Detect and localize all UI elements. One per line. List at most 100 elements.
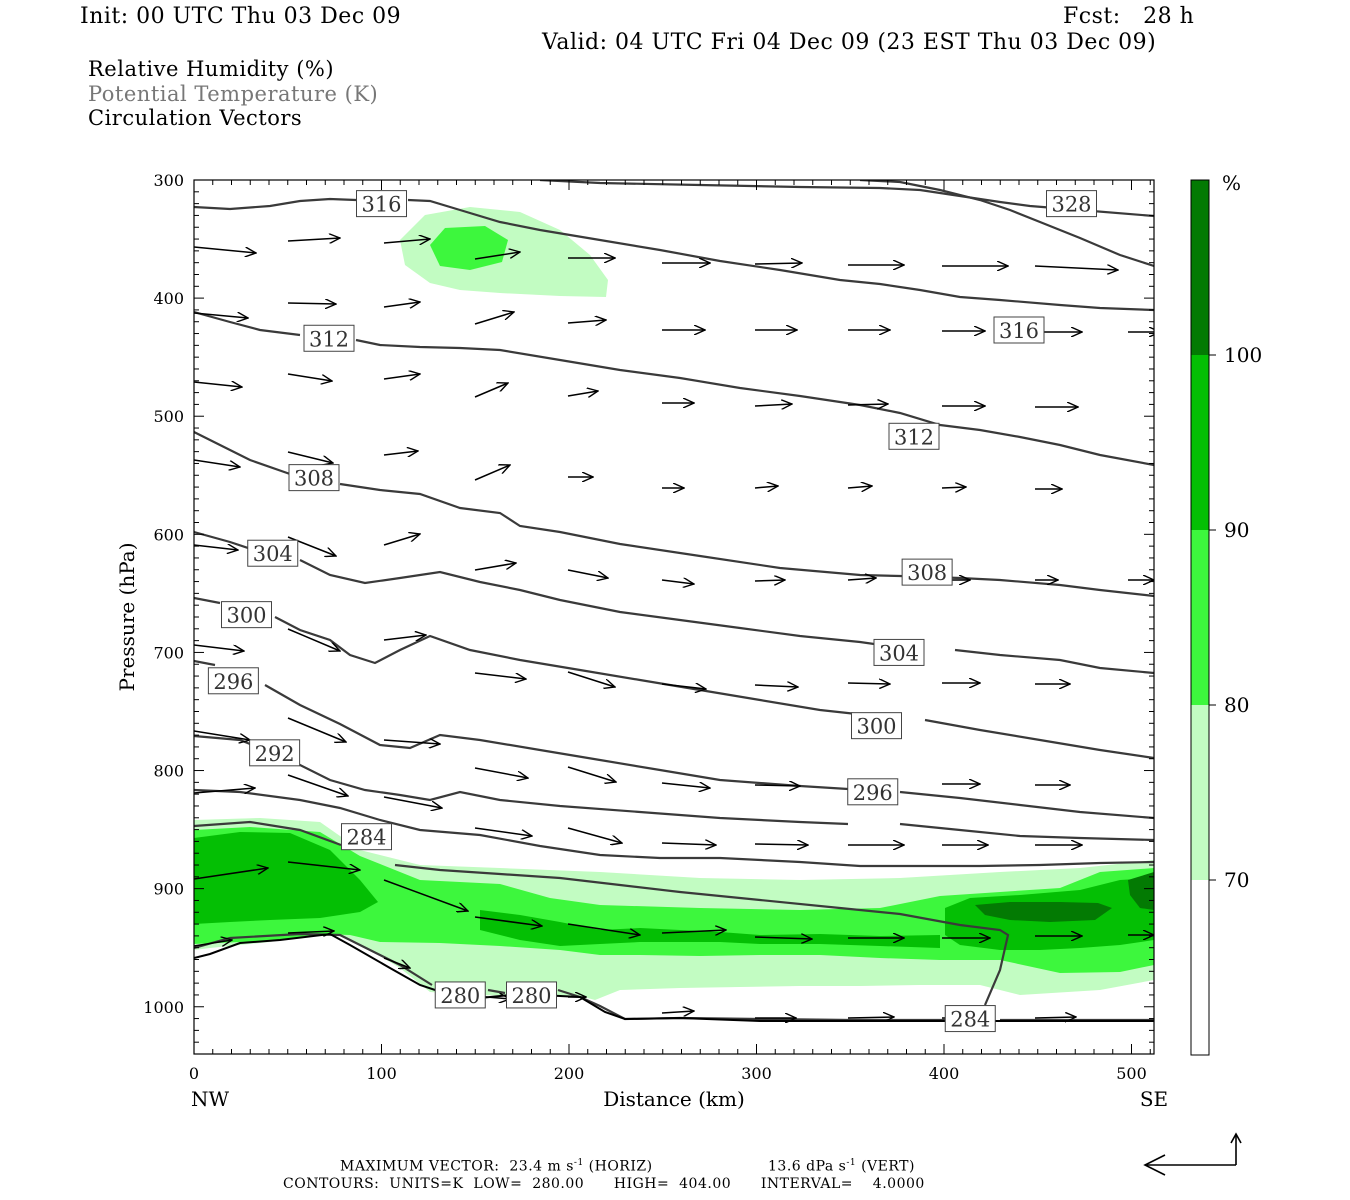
vector-arrow <box>383 879 468 911</box>
footer-vert-vector: 13.6 dPa s-1 (VERT) <box>768 1158 915 1175</box>
y-tick-label: 400 <box>153 289 184 308</box>
vector-arrow <box>474 563 516 571</box>
contour-label: 312 <box>309 327 349 351</box>
vector-arrow <box>754 844 808 845</box>
contour-label: 308 <box>907 561 947 585</box>
colorbar-band-70 <box>1191 705 1209 880</box>
contour-label: 308 <box>294 467 334 491</box>
contour-line <box>194 596 1154 760</box>
axis-ticks: 300 400 500 600 700 800 900 1000 0 100 200 300 400 50… <box>143 171 1154 1083</box>
x-axis-left-end-label: NW <box>191 1087 230 1111</box>
vector-arrow <box>567 671 615 687</box>
vector-arrow <box>194 868 268 880</box>
vector-arrow <box>383 302 420 307</box>
vector-arrow <box>754 263 802 264</box>
rh-90-mid-region <box>480 910 940 948</box>
contour-label: 312 <box>894 425 934 449</box>
vector-arrow <box>754 486 778 488</box>
vector-arrow <box>847 486 872 488</box>
contour-label: 300 <box>856 715 896 739</box>
contour-line <box>194 431 1154 598</box>
vector-arrow <box>661 684 706 689</box>
contour-label: 300 <box>226 604 266 628</box>
vector-arrow <box>287 373 332 381</box>
vector-arrow <box>287 774 348 796</box>
vert-value-text: 13.6 dPa s <box>768 1158 847 1175</box>
y-tick-label: 800 <box>153 762 184 781</box>
contour-label: 280 <box>440 984 480 1008</box>
vector-arrow <box>383 635 426 640</box>
valid-time: Valid: 04 UTC Fri 04 Dec 09 (23 EST Thu … <box>542 30 1157 55</box>
vector-arrow <box>754 785 800 786</box>
vector-arrow <box>194 730 250 740</box>
vector-arrow <box>287 931 334 933</box>
vector-arrow <box>474 252 520 260</box>
contour-line <box>194 310 1154 467</box>
vector-arrow <box>847 1017 894 1018</box>
y-tick-label: 1000 <box>143 998 184 1017</box>
contour-label-box <box>847 778 899 806</box>
contour-line <box>194 197 1154 312</box>
y-axis-title: Pressure (hPa) <box>115 543 139 692</box>
vector-arrow <box>194 313 248 318</box>
y-tick-label: 600 <box>153 525 184 544</box>
vector-arrow <box>754 685 798 687</box>
vector-arrow <box>383 796 442 808</box>
contour-line <box>194 659 1154 820</box>
vector-arrow <box>754 404 792 406</box>
vert-text: (VERT) <box>856 1158 915 1175</box>
vector-arrow <box>474 383 508 398</box>
contour-label-box <box>851 712 902 740</box>
contour-label: 284 <box>346 826 386 850</box>
contour-label: 296 <box>853 781 893 805</box>
vector-arrow <box>754 580 785 581</box>
vector-arrow <box>847 683 890 684</box>
vector-arrow <box>287 717 346 742</box>
reference-vector <box>1143 1132 1242 1176</box>
x-tick-label: 100 <box>366 1064 397 1083</box>
x-axis-right-end-label: SE <box>1140 1087 1168 1111</box>
contour-label: 304 <box>879 641 919 665</box>
colorbar-frame <box>1190 179 1210 1056</box>
vector-arrow <box>474 827 532 836</box>
max-vector-text: MAXIMUM VECTOR: 23.4 m s <box>340 1158 574 1175</box>
vector-arrow <box>194 545 238 550</box>
vector-arrow <box>754 937 812 939</box>
contour-label: 316 <box>361 193 401 217</box>
contour-label: 328 <box>1051 193 1091 217</box>
contour-label-box <box>873 638 925 666</box>
exponent: -1 <box>846 1158 857 1168</box>
vector-arrow <box>383 374 420 379</box>
rh-shading <box>194 207 1154 1000</box>
legend-potential-temperature: Potential Temperature (K) <box>88 82 379 106</box>
forecast-hour: Fcst: 28 h <box>1063 4 1195 29</box>
contour-label-box <box>901 558 953 586</box>
init-time: Init: 00 UTC Thu 03 Dec 09 <box>80 4 402 29</box>
x-tick-label: 200 <box>554 1064 585 1083</box>
contour-label-box <box>993 316 1045 344</box>
vector-arrow <box>567 320 606 323</box>
x-tick-label: 300 <box>741 1064 772 1083</box>
vector-arrow <box>661 930 726 933</box>
vector-arrow <box>567 827 622 843</box>
contour-label: 304 <box>253 542 293 566</box>
colorbar-unit: % <box>1222 171 1241 195</box>
vector-arrow <box>941 487 966 488</box>
vector-arrow <box>194 382 242 387</box>
contour-label: 316 <box>999 319 1039 343</box>
contour-line <box>194 820 1010 1006</box>
contour-line <box>194 788 1154 868</box>
contour-label-box <box>434 981 486 1009</box>
contour-label: 280 <box>511 984 551 1008</box>
vector-arrow <box>383 534 420 546</box>
vector-arrow <box>194 940 232 947</box>
vector-arrow <box>287 238 340 241</box>
x-tick-label: 0 <box>189 1064 199 1083</box>
colorbar-band-90 <box>1191 355 1209 530</box>
vector-arrow <box>287 628 340 651</box>
x-axis-title: Distance (km) <box>603 1087 745 1111</box>
vector-arrow <box>383 239 430 243</box>
colorbar-label-90: 90 <box>1224 518 1249 542</box>
legend-relative-humidity: Relative Humidity (%) <box>88 57 335 81</box>
